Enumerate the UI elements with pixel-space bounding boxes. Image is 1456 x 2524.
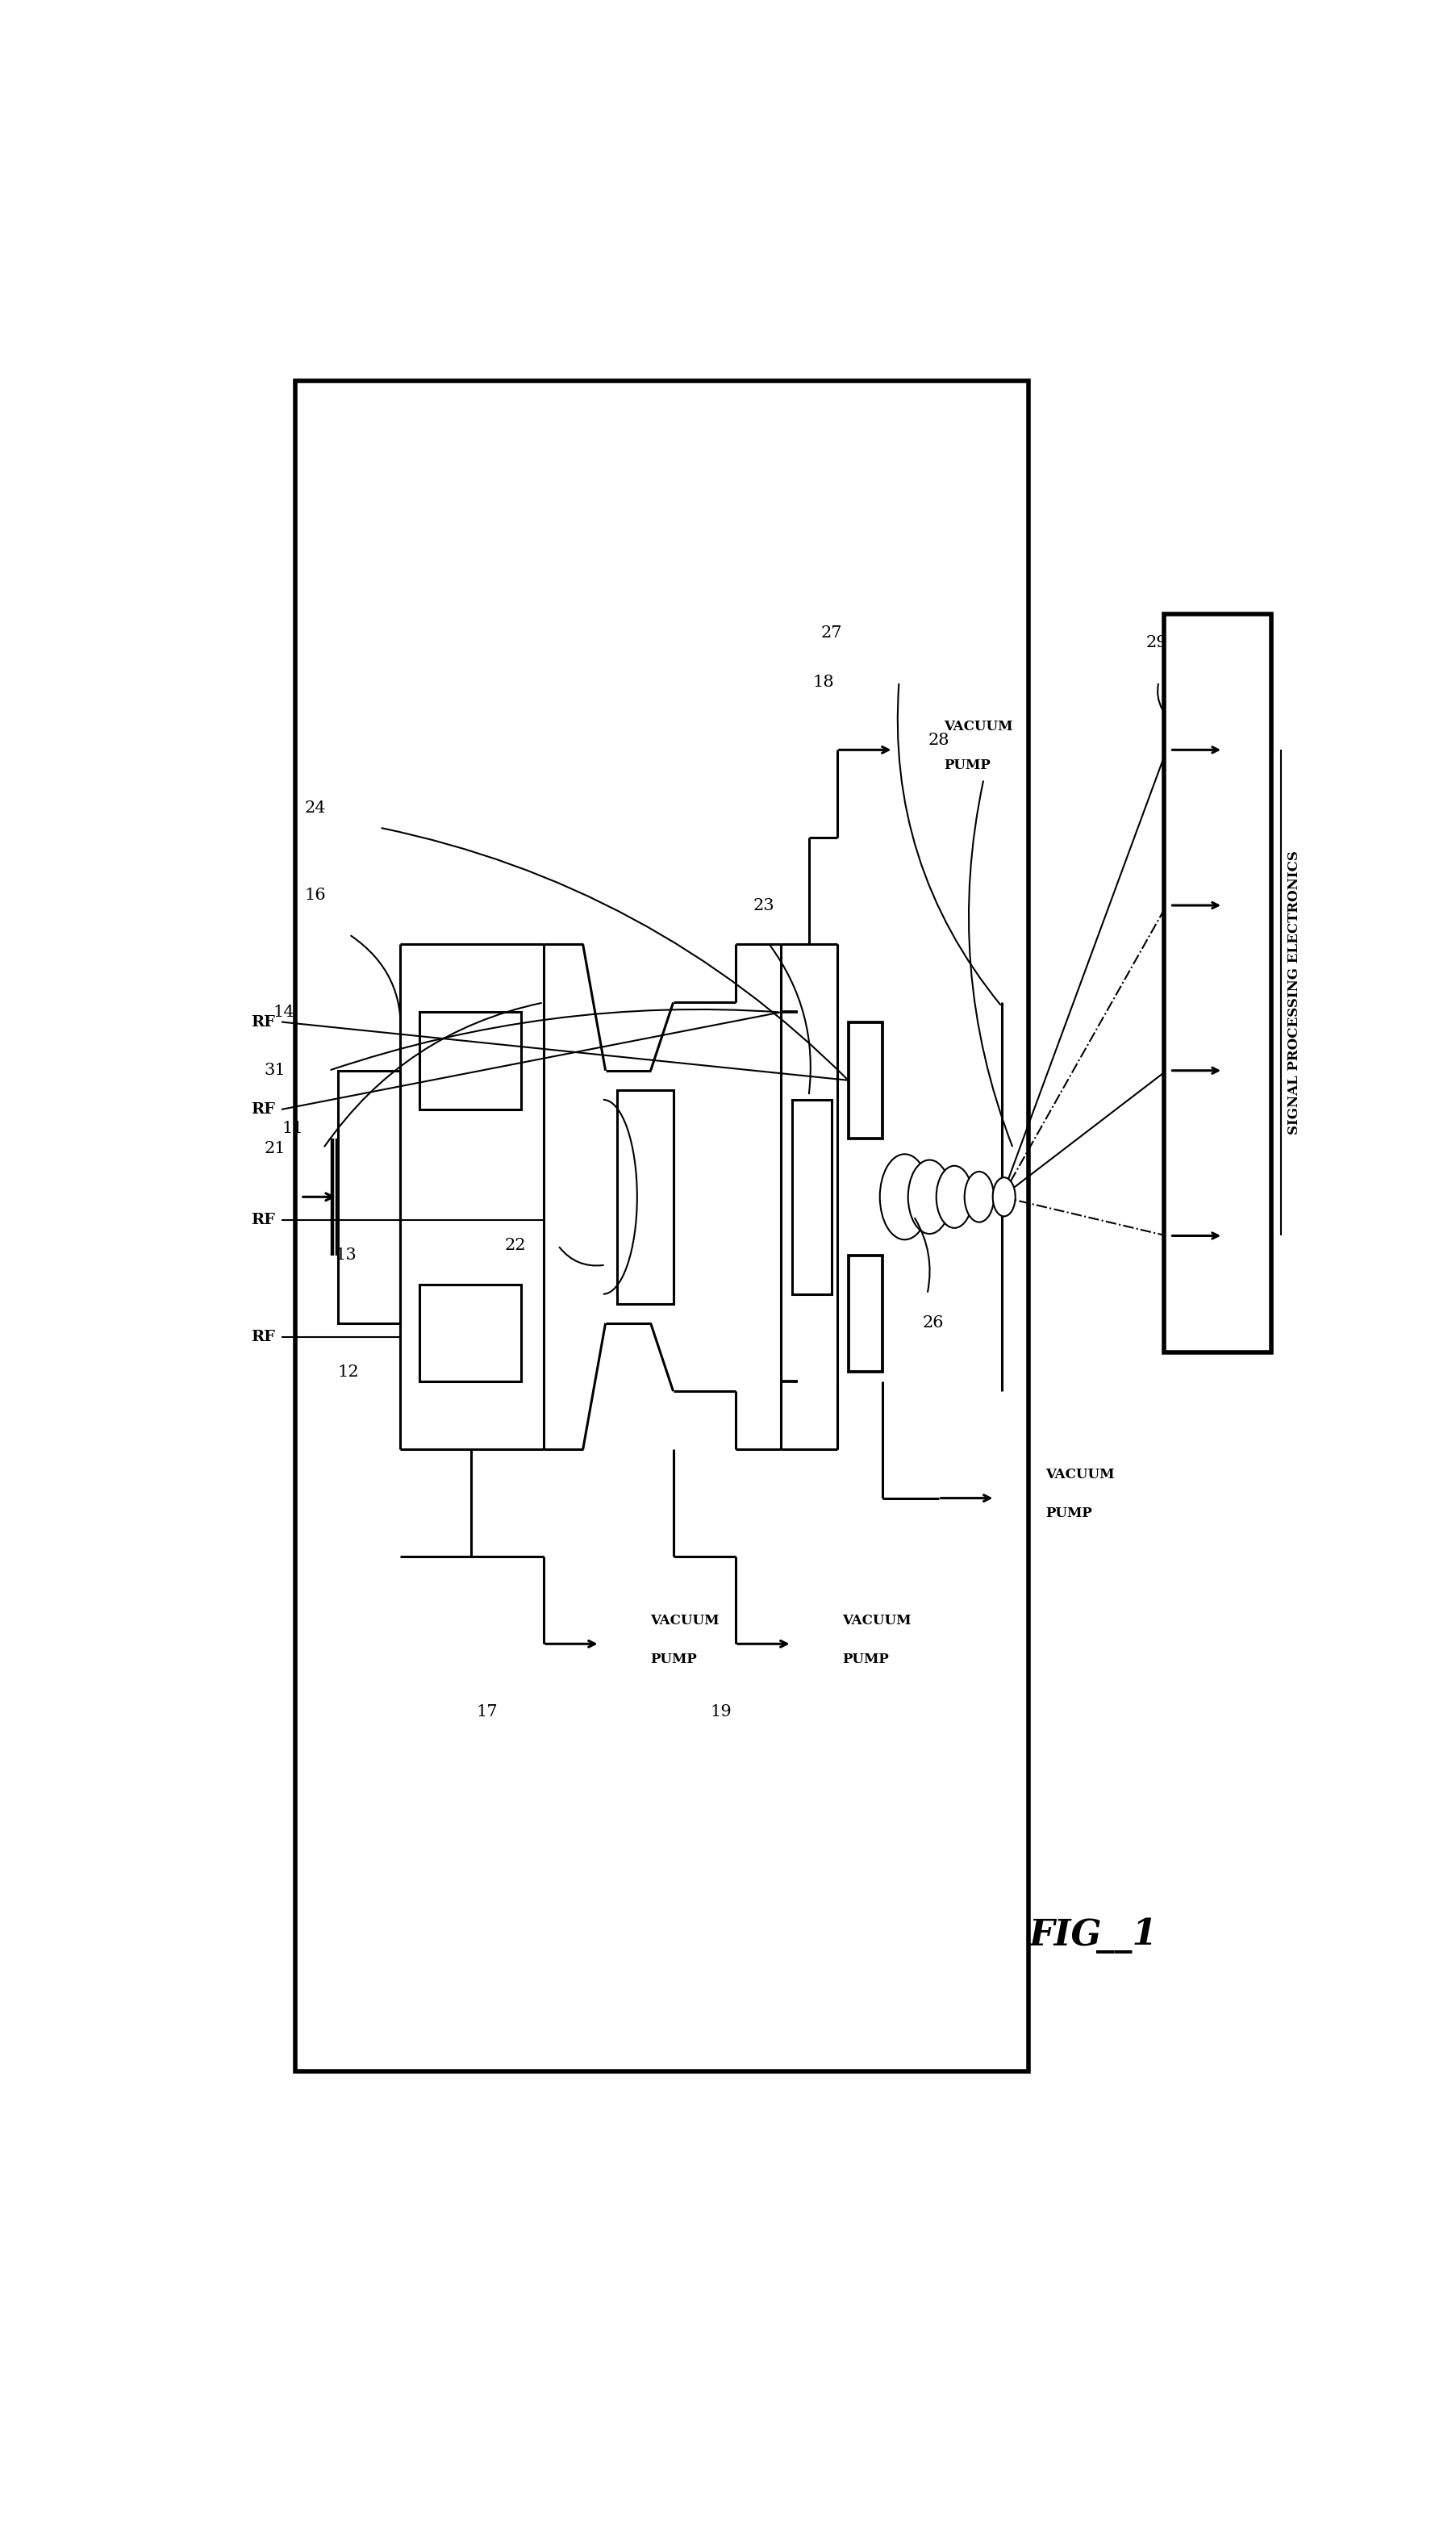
- Text: 26: 26: [922, 1315, 943, 1330]
- Circle shape: [879, 1153, 929, 1239]
- Text: FIG: FIG: [1028, 1918, 1101, 1954]
- Text: VACUUM: VACUUM: [943, 719, 1012, 734]
- Bar: [294, 381, 1028, 2072]
- Text: 22: 22: [504, 1237, 526, 1252]
- Circle shape: [992, 1176, 1015, 1217]
- Text: 13: 13: [335, 1247, 357, 1262]
- Circle shape: [936, 1166, 973, 1229]
- Text: VACUUM: VACUUM: [842, 1613, 911, 1628]
- Text: 24: 24: [304, 800, 326, 815]
- Text: 27: 27: [820, 626, 842, 641]
- Text: 16: 16: [304, 888, 326, 904]
- Text: 11: 11: [282, 1121, 303, 1136]
- Text: RF: RF: [252, 1015, 275, 1030]
- Text: 23: 23: [753, 899, 773, 914]
- Text: PUMP: PUMP: [842, 1653, 888, 1666]
- Bar: [419, 1012, 521, 1111]
- Bar: [419, 1285, 521, 1381]
- Text: 17: 17: [476, 1704, 498, 1719]
- Bar: [847, 1254, 882, 1373]
- Text: PUMP: PUMP: [943, 760, 990, 772]
- Bar: [1163, 613, 1271, 1353]
- Text: VACUUM: VACUUM: [651, 1613, 719, 1628]
- Text: 21: 21: [264, 1141, 285, 1156]
- Text: RF: RF: [252, 1330, 275, 1345]
- Text: RF: RF: [252, 1214, 275, 1227]
- Text: RF: RF: [252, 1103, 275, 1116]
- Text: 29: 29: [1144, 636, 1166, 651]
- Text: __1: __1: [1096, 1918, 1158, 1954]
- Text: PUMP: PUMP: [651, 1653, 697, 1666]
- Text: VACUUM: VACUUM: [1045, 1469, 1114, 1482]
- Text: SIGNAL PROCESSING ELECTRONICS: SIGNAL PROCESSING ELECTRONICS: [1287, 851, 1300, 1136]
- Bar: [616, 1090, 673, 1305]
- Text: PUMP: PUMP: [1045, 1507, 1092, 1519]
- Text: 19: 19: [709, 1704, 731, 1719]
- Text: 31: 31: [264, 1063, 285, 1078]
- Bar: [338, 1070, 400, 1323]
- Text: 28: 28: [927, 732, 949, 747]
- Text: 14: 14: [272, 1005, 294, 1020]
- Bar: [792, 1100, 831, 1295]
- Text: 12: 12: [338, 1363, 358, 1381]
- Circle shape: [964, 1171, 993, 1222]
- Text: 18: 18: [812, 674, 834, 689]
- Circle shape: [907, 1161, 951, 1234]
- Bar: [847, 1022, 882, 1138]
